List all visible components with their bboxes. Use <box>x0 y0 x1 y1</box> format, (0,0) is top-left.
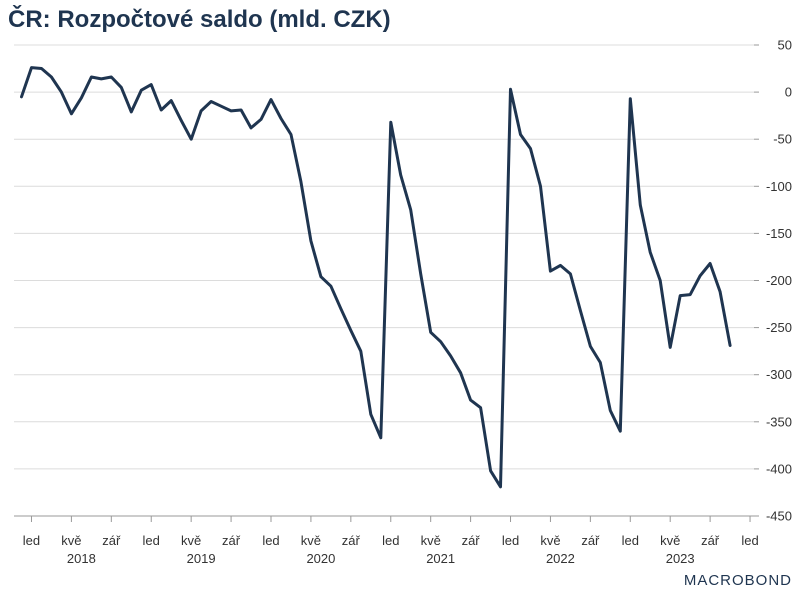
y-tick-label: -450 <box>766 509 792 524</box>
x-tick-label: kvě <box>540 533 560 548</box>
x-tick-label: led <box>143 533 160 548</box>
x-year-label: 2018 <box>67 551 96 566</box>
series-layer <box>20 66 732 489</box>
y-tick-label: -400 <box>766 461 792 476</box>
x-year-label: 2019 <box>187 551 216 566</box>
x-tick-label: zář <box>581 533 600 548</box>
x-tick-label: kvě <box>301 533 321 548</box>
series-line-0 <box>20 66 732 489</box>
y-tick-label: 0 <box>785 85 792 100</box>
x-tick-label: led <box>382 533 399 548</box>
x-tick-label: led <box>741 533 758 548</box>
chart-title: ČR: Rozpočtové saldo (mld. CZK) <box>8 6 391 33</box>
x-tick-label: led <box>622 533 639 548</box>
axes: 50 0 -50 -100 -150 -200 -250 -300 -350 -400 -450 le… <box>14 38 792 566</box>
x-tick-label: led <box>262 533 279 548</box>
y-tick-label: -150 <box>766 226 792 241</box>
x-tick-label: zář <box>342 533 361 548</box>
y-tick-label: -100 <box>766 179 792 194</box>
x-tick-label: zář <box>222 533 241 548</box>
x-tick-label: zář <box>102 533 121 548</box>
x-year-label: 2022 <box>546 551 575 566</box>
x-tick-label: zář <box>701 533 720 548</box>
x-tick-label: zář <box>462 533 481 548</box>
x-tick-label: led <box>502 533 519 548</box>
x-year-label: 2023 <box>666 551 695 566</box>
y-tick-label: 50 <box>778 38 792 53</box>
x-tick-label: kvě <box>660 533 680 548</box>
y-tick-label: -300 <box>766 367 792 382</box>
x-tick-label: kvě <box>421 533 441 548</box>
x-year-label: 2021 <box>426 551 455 566</box>
macrobond-logo: MACROBOND <box>683 572 792 589</box>
y-tick-label: -350 <box>766 414 792 429</box>
x-tick-label: led <box>23 533 40 548</box>
y-tick-label: -250 <box>766 320 792 335</box>
grid <box>14 44 754 517</box>
y-tick-label: -200 <box>766 273 792 288</box>
y-tick-label: -50 <box>773 132 792 147</box>
x-tick-label: kvě <box>61 533 81 548</box>
x-tick-label: kvě <box>181 533 201 548</box>
x-year-label: 2020 <box>306 551 335 566</box>
